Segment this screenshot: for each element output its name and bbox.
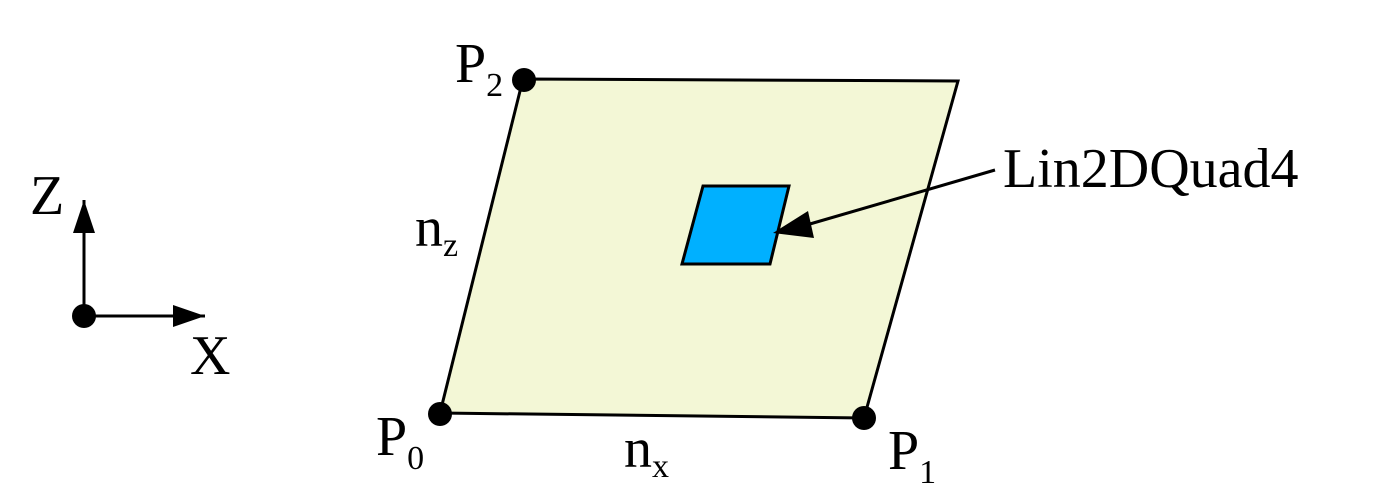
axes-origin-dot — [72, 304, 96, 328]
lin2dquad4-element — [680, 184, 791, 266]
point-p2-label: P2 — [455, 33, 503, 104]
edge-nz-label-base: n — [415, 197, 443, 259]
edge-nx-label-subscript: x — [652, 448, 669, 485]
point-p0-dot — [428, 402, 452, 426]
point-p2-dot — [512, 68, 536, 92]
edge-nz-label: nz — [415, 197, 458, 264]
axes-indicator: Z X — [30, 165, 230, 387]
edge-nx-label: nx — [624, 418, 669, 485]
element-pointer-arrow — [802, 168, 996, 228]
edge-nz-label-subscript: z — [443, 227, 458, 264]
edge-nx-label-base: n — [624, 418, 652, 480]
point-p0-label-subscript: 0 — [407, 440, 424, 477]
x-arrowhead — [173, 305, 205, 327]
point-p0-label-base: P — [376, 406, 407, 468]
point-p2-label-base: P — [455, 33, 486, 95]
element-pointer-arrowhead — [773, 211, 814, 238]
element-label: Lin2DQuad4 — [1003, 138, 1299, 200]
point-p1-label-subscript: 1 — [919, 454, 936, 491]
point-p2-label-subscript: 2 — [486, 67, 503, 104]
point-p1-label-base: P — [888, 420, 919, 482]
z-arrowhead — [73, 200, 95, 233]
x-axis-label: X — [190, 325, 230, 387]
z-axis-label: Z — [30, 165, 64, 227]
point-p1-dot — [852, 406, 876, 430]
point-p1-label: P1 — [888, 420, 936, 491]
point-p0-label: P0 — [376, 406, 424, 477]
